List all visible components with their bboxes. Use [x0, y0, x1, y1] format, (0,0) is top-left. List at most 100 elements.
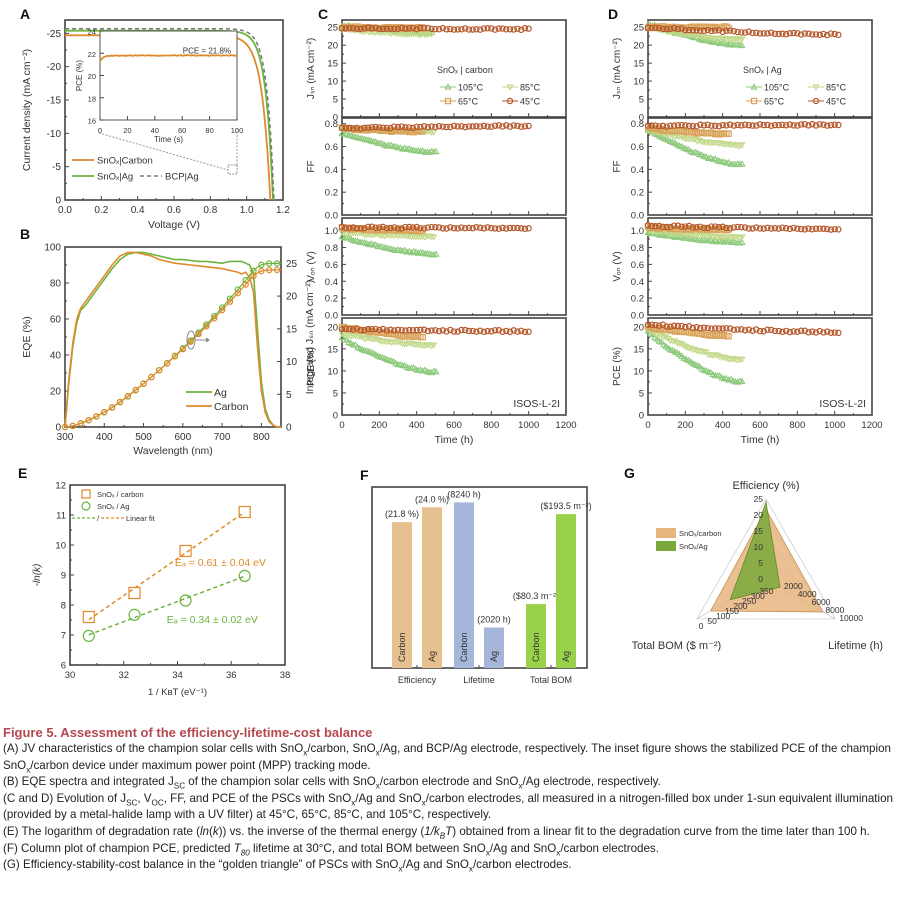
data-point-45c — [678, 25, 685, 32]
data-point-45c — [835, 329, 842, 337]
data-point-105c — [725, 376, 733, 383]
fit-line-0 — [88, 511, 246, 621]
data-point-45c — [364, 325, 372, 333]
inset-frame — [99, 30, 238, 121]
panel-label-e: E — [18, 465, 28, 481]
data-point-45c — [491, 122, 499, 129]
integrated-jsc-point — [77, 420, 84, 427]
data-point-45c — [458, 224, 465, 231]
data-point-45c — [674, 121, 682, 129]
bar-name-label: Ag — [489, 651, 499, 662]
data-point-45c — [521, 225, 529, 233]
data-point-45c — [521, 328, 529, 336]
data-point-45c — [823, 31, 831, 39]
data-point-45c — [391, 25, 398, 33]
data-point-45c — [659, 25, 667, 33]
axis-title-lifetime: Lifetime (h) — [828, 640, 883, 652]
data-point-45c — [398, 225, 405, 232]
data-point-45c — [361, 124, 368, 132]
data-point-45c — [491, 327, 499, 334]
data-point-45c — [734, 28, 741, 36]
data-point-85c — [698, 232, 706, 239]
data-point-45c — [480, 122, 488, 130]
data-point-45c — [715, 223, 723, 231]
data-point-45c — [495, 327, 502, 334]
legend-separator: / — [97, 514, 100, 523]
data-point-45c — [779, 30, 786, 37]
data-point-45c — [704, 324, 711, 332]
jv-x-tick-label: 0.8 — [203, 205, 217, 216]
integrated-jsc-point — [156, 367, 163, 374]
y0-tick-label: 10 — [327, 77, 338, 88]
data-point — [128, 608, 141, 621]
data-point-45c — [782, 31, 790, 38]
subplot-y-title: PCE (%) — [612, 347, 623, 386]
data-point-45c — [376, 326, 383, 334]
data-point-85c — [707, 233, 715, 240]
data-point-45c — [726, 27, 734, 34]
bar-value-label: (24.0 %) — [415, 494, 449, 504]
data-point-45c — [775, 121, 782, 129]
integrated-jsc-point — [179, 345, 187, 353]
time-x-tick-label: 1000 — [518, 420, 539, 431]
data-point-45c — [473, 26, 480, 33]
data-point-105c — [678, 352, 686, 359]
integrated-jsc-point — [132, 386, 139, 394]
data-point-45c — [827, 30, 835, 37]
lifetime-tick-label: 2000 — [784, 581, 803, 591]
data-point-45c — [700, 224, 708, 231]
data-point-85c — [358, 334, 366, 341]
data-point-45c — [469, 327, 476, 335]
integrated-jsc-point — [273, 266, 281, 274]
data-point-45c — [786, 328, 794, 336]
data-point-45c — [473, 123, 480, 130]
data-point-45c — [719, 121, 726, 129]
data-point-45c — [678, 223, 685, 230]
data-point-45c — [801, 327, 808, 334]
data-point-45c — [745, 326, 752, 333]
integrated-jsc-point — [211, 315, 218, 322]
data-point-45c — [730, 122, 738, 129]
data-point-45c — [730, 326, 738, 333]
time-x-tick-label: 600 — [446, 420, 462, 431]
data-point-85c — [700, 139, 708, 146]
legend-label-carbon: SnOₓ/carbon — [679, 529, 721, 538]
data-point-105c — [398, 247, 407, 254]
data-point-45c — [435, 26, 443, 33]
eqe-y-tick-label: 40 — [50, 351, 62, 362]
data-point-45c — [753, 122, 760, 129]
data-point-45c — [697, 324, 704, 332]
bom-tick-label: 200 — [733, 601, 747, 611]
data-point-45c — [465, 26, 473, 33]
jv-y-tick-label: -15 — [47, 96, 62, 107]
data-point-105c — [698, 236, 706, 244]
jv-x-tick-label: 1.2 — [276, 205, 290, 216]
legend-label-carbon: SnOₓ|Carbon — [97, 156, 153, 167]
data-point-45c — [656, 222, 663, 230]
data-point-85c — [372, 336, 380, 343]
data-point-45c — [682, 26, 689, 34]
data-point-45c — [715, 122, 723, 130]
data-point-45c — [670, 25, 678, 32]
data-point-45c — [338, 325, 346, 333]
data-point-105c — [428, 368, 436, 376]
data-point-45c — [782, 122, 790, 129]
data-point-45c — [794, 328, 801, 335]
legend-label-carbon: Carbon — [214, 401, 249, 413]
data-point-45c — [693, 224, 700, 231]
y2-tick-label: 0.6 — [325, 260, 338, 271]
data-point-45c — [809, 31, 816, 38]
data-point-85c — [716, 353, 724, 361]
data-point-85c — [381, 338, 389, 345]
integrated-jsc-point — [187, 338, 194, 345]
subplot-y-title: Jₛₙ (mA cm⁻²) — [306, 38, 317, 99]
data-point-45c — [488, 25, 495, 32]
data-point-45c — [379, 325, 387, 333]
inset-pce-trace — [99, 54, 238, 62]
data-point-45c — [409, 24, 417, 31]
data-point-45c — [779, 328, 786, 336]
data-point-45c — [726, 121, 734, 128]
data-point-45c — [443, 225, 450, 232]
data-point-45c — [402, 223, 409, 231]
data-point-45c — [394, 225, 402, 232]
